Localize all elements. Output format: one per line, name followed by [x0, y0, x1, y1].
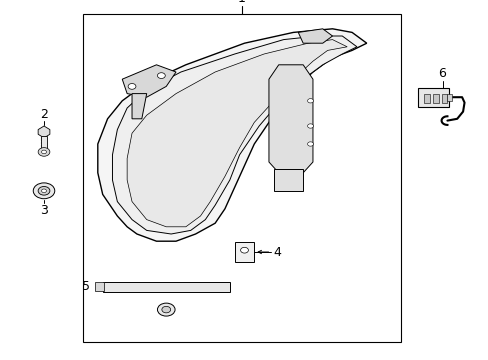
Circle shape	[38, 186, 50, 195]
Polygon shape	[112, 36, 356, 234]
Text: 3: 3	[40, 204, 48, 217]
Polygon shape	[127, 40, 346, 227]
FancyBboxPatch shape	[234, 242, 254, 262]
Bar	[273, 169, 303, 191]
Circle shape	[157, 73, 165, 78]
Circle shape	[128, 84, 136, 89]
Circle shape	[162, 306, 170, 313]
Polygon shape	[98, 29, 366, 241]
Bar	[447, 94, 451, 101]
Circle shape	[157, 303, 175, 316]
Polygon shape	[268, 65, 312, 173]
Bar	[423, 94, 429, 103]
Circle shape	[41, 189, 46, 193]
Circle shape	[240, 247, 248, 253]
Polygon shape	[122, 65, 176, 97]
Polygon shape	[298, 29, 332, 43]
Circle shape	[33, 183, 55, 199]
Bar	[83, 14, 400, 342]
Circle shape	[38, 148, 50, 156]
FancyBboxPatch shape	[417, 88, 448, 107]
Text: 4: 4	[273, 246, 281, 258]
Bar	[432, 94, 438, 103]
Circle shape	[307, 142, 313, 146]
Polygon shape	[38, 126, 50, 138]
Text: 2: 2	[40, 108, 48, 121]
Circle shape	[307, 124, 313, 128]
Bar	[95, 282, 104, 291]
Bar	[441, 94, 447, 103]
Bar	[102, 282, 229, 292]
Text: 5: 5	[82, 280, 90, 293]
Text: 1: 1	[238, 0, 245, 5]
Bar	[41, 136, 47, 149]
Circle shape	[41, 150, 46, 154]
Polygon shape	[132, 94, 146, 119]
Circle shape	[307, 99, 313, 103]
Text: 6: 6	[438, 67, 446, 80]
